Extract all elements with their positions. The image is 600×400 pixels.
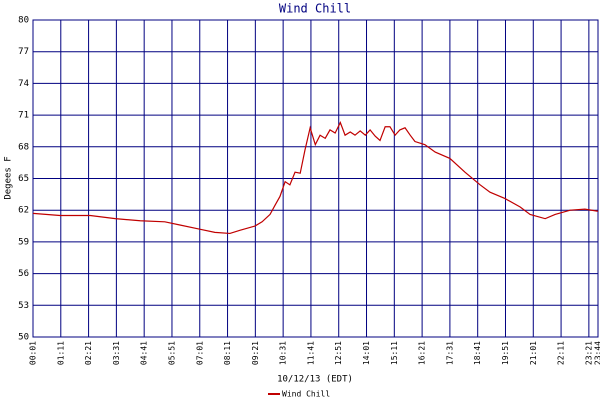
y-tick-label: 50 [18,333,29,343]
x-tick-label: 16:21 [418,341,427,365]
x-tick-label: 21:01 [529,341,538,365]
legend-label: Wind Chill [282,390,330,399]
y-tick-label: 59 [18,237,29,247]
x-tick-label: 17:31 [445,341,454,365]
x-tick-label: 11:41 [306,341,315,365]
chart-title: Wind Chill [279,2,351,16]
y-axis-label: Degees F [4,156,14,199]
y-tick-label: 62 [18,206,29,216]
x-tick-label: 10:31 [279,341,288,365]
x-tick-label: 23:44 [594,341,600,365]
y-tick-label: 74 [18,79,29,89]
x-tick-label: 08:11 [223,341,232,365]
y-tick-label: 71 [18,111,29,121]
y-tick-label: 56 [18,269,29,279]
x-tick-label: 03:31 [112,341,121,365]
x-tick-label: 02:21 [84,341,93,365]
x-tick-label: 09:21 [251,341,260,365]
data-line [32,120,599,235]
x-tick-label: 05:51 [167,341,176,365]
x-tick-label: 18:41 [473,341,482,365]
x-tick-label: 22:11 [557,341,566,365]
x-tick-label: 00:01 [29,341,38,365]
x-tick-label: 04:41 [140,341,149,365]
y-tick-label: 77 [18,47,29,57]
x-tick-label: 19:51 [501,341,510,365]
x-tick-label: 14:01 [362,341,371,365]
x-tick-label: 07:01 [195,341,204,365]
y-tick-label: 80 [18,16,29,26]
y-tick-label: 65 [18,174,29,184]
x-axis-label: 10/12/13 (EDT) [277,375,353,385]
y-tick-label: 53 [18,301,29,311]
y-tick-label: 68 [18,142,29,152]
x-tick-label: 12:51 [334,341,343,365]
x-tick-label: 15:11 [390,341,399,365]
x-tick-label: 01:11 [56,341,65,365]
x-tick-label: 23:21 [584,341,593,365]
